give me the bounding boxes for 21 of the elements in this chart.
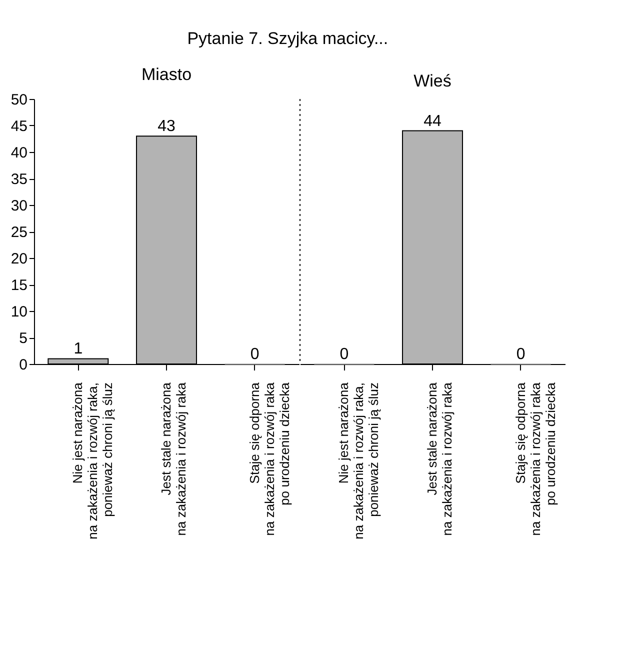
data-label: 44 xyxy=(424,112,442,130)
x-tick-label: Nie jest narażona na zakażenia i rozwój raka, ponieważ chroni ją śluz xyxy=(70,382,116,540)
y-tick-label: 5 xyxy=(19,330,28,347)
y-tick-label: 10 xyxy=(10,304,28,320)
y-tick-label: 30 xyxy=(10,198,28,214)
y-tick-label: 40 xyxy=(10,144,28,162)
data-label: 1 xyxy=(74,340,83,358)
y-tick-label: 50 xyxy=(10,92,28,108)
data-label: 0 xyxy=(250,346,260,363)
data-label: 43 xyxy=(158,118,176,136)
y-tick-label: 0 xyxy=(19,356,28,374)
data-label: 0 xyxy=(340,346,349,363)
y-tick-label: 45 xyxy=(10,118,28,135)
data-label: 0 xyxy=(516,346,526,363)
y-tick-label: 15 xyxy=(10,277,28,294)
y-tick-label: 25 xyxy=(10,224,28,241)
chart-title: Wieś xyxy=(414,72,452,90)
y-tick-label: 20 xyxy=(10,250,28,268)
y-tick-label: 35 xyxy=(10,171,28,188)
text: Pytanie 7. Szyjka macicy... xyxy=(187,29,388,48)
chart-title: Miasto xyxy=(141,65,192,84)
